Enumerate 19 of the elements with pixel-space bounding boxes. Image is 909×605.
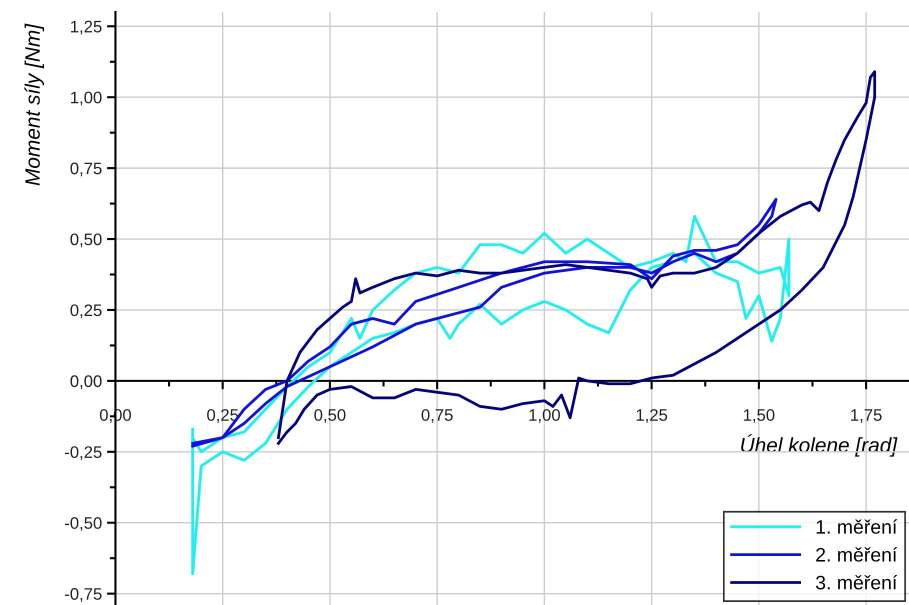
y-tick-label: 1,25 (71, 20, 102, 34)
x-tick-label: 0,50 (314, 409, 346, 423)
y-tick-label: 0,75 (70, 162, 102, 176)
x-tick-label: 1,50 (744, 409, 774, 423)
x-tick-label: 1,75 (851, 409, 882, 423)
x-tick-label: 1,00 (529, 409, 560, 423)
y-tick-label: 0,50 (70, 233, 102, 248)
legend-label: 2. měření (816, 547, 898, 562)
y-axis-title: Moment síly [Nm] (24, 24, 44, 186)
y-tick-label: -0,25 (65, 446, 102, 460)
y-tick-label: 0,25 (70, 304, 102, 318)
y-tick-label: 0,00 (70, 375, 102, 390)
x-tick-label: 0,75 (422, 409, 453, 423)
legend-label: 3. měření (816, 574, 898, 590)
y-tick-label: -0,50 (65, 517, 102, 531)
x-tick-label: 1,25 (636, 409, 668, 423)
legend-label: 1. měření (816, 519, 898, 534)
y-tick-label: -0,75 (65, 588, 102, 602)
y-tick-label: 1,00 (71, 92, 102, 106)
